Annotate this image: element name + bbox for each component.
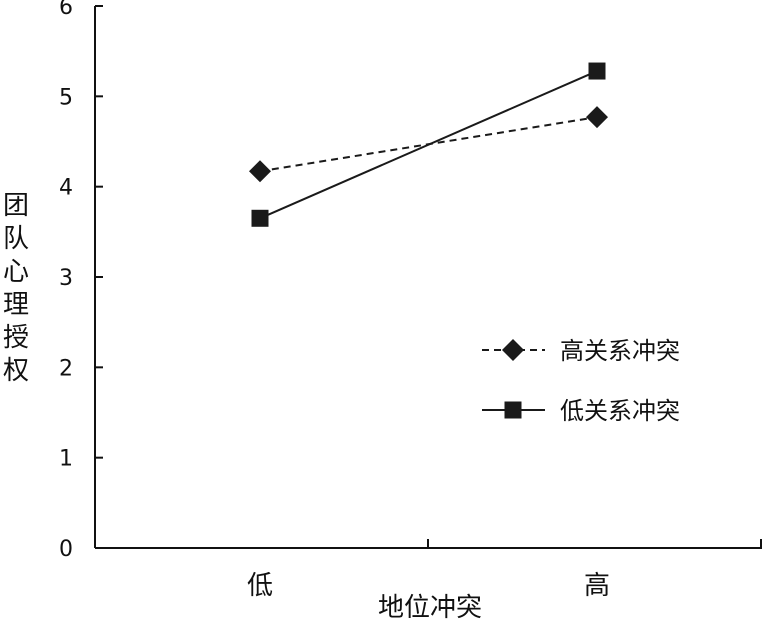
legend-marker bbox=[504, 401, 522, 419]
y-tick-label: 5 bbox=[59, 85, 73, 110]
y-tick-label: 4 bbox=[59, 176, 73, 201]
data-point bbox=[249, 160, 271, 183]
x-axis-title: 地位冲突 bbox=[378, 593, 482, 623]
legend-label: 高关系冲突 bbox=[560, 337, 680, 365]
data-point bbox=[588, 62, 606, 80]
series-layer bbox=[249, 62, 608, 227]
y-tick-label: 2 bbox=[59, 356, 73, 381]
legend-marker bbox=[502, 339, 524, 361]
legend-item: 低关系冲突 bbox=[482, 397, 680, 425]
y-tick-label: 0 bbox=[59, 537, 73, 562]
x-category-label: 高 bbox=[584, 571, 610, 601]
axes: 0123456 低高 bbox=[59, 0, 762, 601]
y-tick-label: 3 bbox=[59, 266, 73, 291]
series-2 bbox=[251, 62, 606, 227]
data-point bbox=[251, 209, 269, 227]
series-line bbox=[259, 70, 598, 220]
x-ticks: 低高 bbox=[247, 539, 762, 601]
x-category-label: 低 bbox=[247, 571, 273, 601]
data-point bbox=[586, 106, 608, 129]
y-axis-title: 团队心理授权 bbox=[3, 191, 29, 386]
y-tick-label: 6 bbox=[59, 0, 73, 20]
legend-item: 高关系冲突 bbox=[482, 337, 680, 365]
y-tick-label: 1 bbox=[59, 447, 73, 472]
legend-label: 低关系冲突 bbox=[560, 397, 680, 425]
y-ticks: 0 1 2 3 4 5 6 bbox=[59, 0, 103, 562]
